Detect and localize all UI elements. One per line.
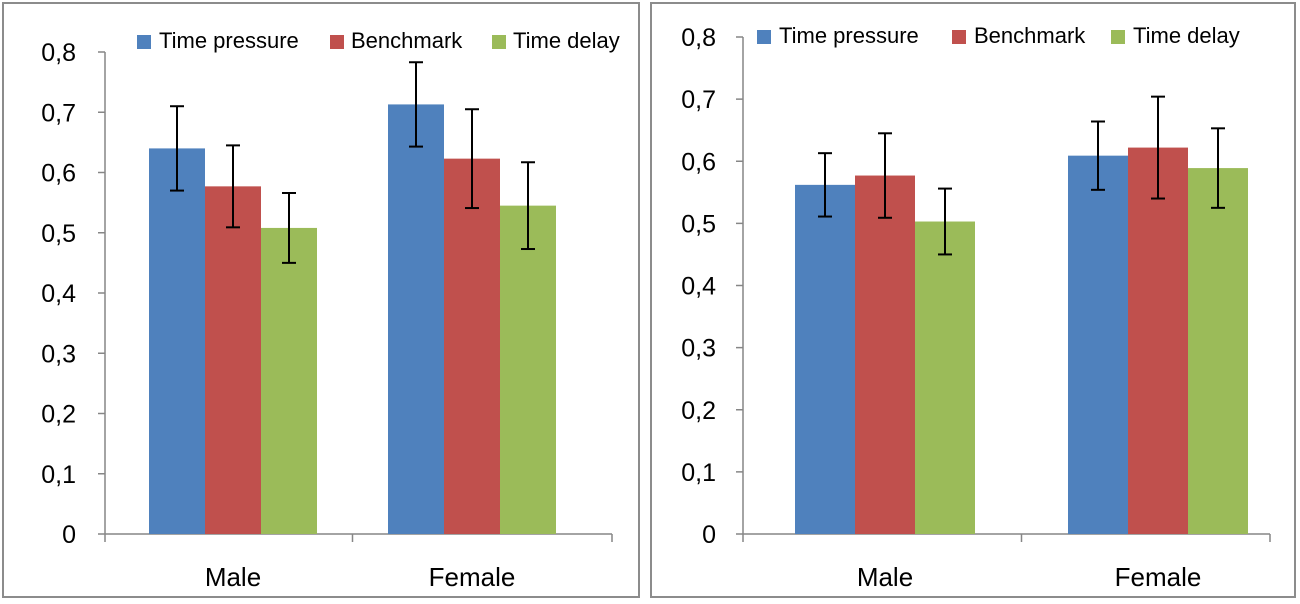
y-tick-label: 0 xyxy=(702,521,716,549)
y-tick-label: 0,4 xyxy=(681,273,716,301)
bar-female-time-pressure xyxy=(1068,155,1128,534)
y-tick-label: 0,1 xyxy=(41,461,76,489)
y-tick-label: 0,6 xyxy=(41,160,76,188)
bar-male-time-pressure xyxy=(795,184,855,535)
bar-male-time-delay xyxy=(915,221,975,535)
bar-female-benchmark xyxy=(444,158,500,534)
y-tick-label: 0,2 xyxy=(41,401,76,429)
y-tick-label: 0,6 xyxy=(681,148,716,176)
bar-female-benchmark xyxy=(1128,147,1188,534)
bar-female-time-delay xyxy=(1188,168,1248,535)
x-category-label: Female xyxy=(1115,562,1202,592)
bar-male-benchmark xyxy=(205,186,261,535)
legend-swatch xyxy=(492,35,506,49)
bar-male-time-pressure xyxy=(149,148,205,534)
bar-female-time-delay xyxy=(500,205,556,534)
legend-swatch xyxy=(1111,30,1125,44)
y-tick-label: 0,3 xyxy=(41,340,76,368)
legend-swatch xyxy=(952,30,966,44)
y-tick-label: 0,5 xyxy=(41,220,76,248)
chart-panel-right: 0 0,1 0,2 0,3 0,4 0,5 0,6 0,7 0,8 Male Female Time … xyxy=(650,2,1296,598)
y-tick-label: 0,2 xyxy=(681,397,716,425)
y-tick-label: 0,7 xyxy=(681,86,716,114)
legend-label: Time pressure xyxy=(779,23,919,48)
legend-label: Benchmark xyxy=(351,28,463,53)
bar-chart-left: 0 0,1 0,2 0,3 0,4 0,5 0,6 0,7 0,8 Male Female Time … xyxy=(41,28,620,592)
y-tick-label: 0,1 xyxy=(681,459,716,487)
y-tick-label: 0,8 xyxy=(681,24,716,52)
bar-chart-right: 0 0,1 0,2 0,3 0,4 0,5 0,6 0,7 0,8 Male Female Time … xyxy=(681,23,1271,592)
chart-panel-left: 0 0,1 0,2 0,3 0,4 0,5 0,6 0,7 0,8 Male Female Time … xyxy=(2,2,640,598)
legend-swatch xyxy=(757,30,771,44)
legend-label: Benchmark xyxy=(974,23,1086,48)
bar-male-time-delay xyxy=(261,227,317,534)
bar-male-benchmark xyxy=(855,175,915,534)
legend-label: Time pressure xyxy=(159,28,299,53)
y-tick-label: 0 xyxy=(62,521,76,549)
legend-swatch xyxy=(330,35,344,49)
x-category-label: Male xyxy=(205,562,261,592)
legend-swatch xyxy=(137,35,151,49)
y-tick-label: 0,4 xyxy=(41,280,76,308)
legend-label: Time delay xyxy=(513,28,620,53)
x-category-label: Male xyxy=(857,562,913,592)
y-tick-label: 0,3 xyxy=(681,335,716,363)
x-category-label: Female xyxy=(429,562,516,592)
bar-female-time-pressure xyxy=(388,104,444,534)
y-tick-label: 0,8 xyxy=(41,39,76,67)
y-tick-label: 0,5 xyxy=(681,210,716,238)
legend-label: Time delay xyxy=(1133,23,1240,48)
y-tick-label: 0,7 xyxy=(41,99,76,127)
